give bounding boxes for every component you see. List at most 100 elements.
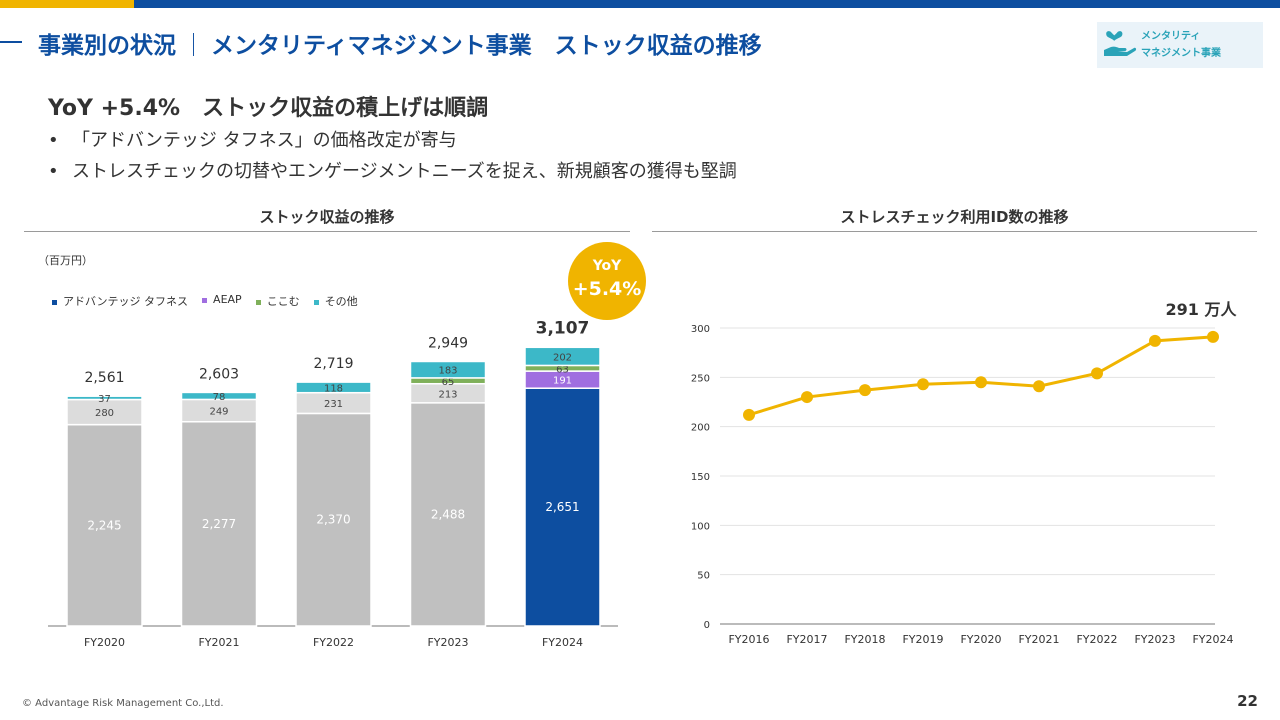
bar-value-label: 191: [553, 376, 572, 387]
line-point: [1149, 334, 1161, 347]
bar-value-label: 183: [438, 366, 457, 377]
headline: YoY +5.4% ストック収益の積上げは順調: [48, 96, 489, 121]
line-xtick-label: FY2024: [1192, 633, 1233, 646]
legend-label: その他: [324, 295, 358, 308]
bar-total-label: 2,949: [428, 335, 468, 351]
bullet-text: 「アドバンテッジ タフネス」の価格改定が寄与: [72, 130, 457, 151]
line-point: [801, 391, 813, 404]
line-point: [859, 384, 871, 397]
logo-text-line1: メンタリティ: [1141, 31, 1201, 42]
bar-value-label: 213: [438, 389, 457, 400]
bar-segment: [295, 381, 372, 394]
line-xtick-label: FY2017: [786, 633, 827, 646]
bar-value-label: 2,651: [545, 500, 579, 514]
line-end-label: 291 万人: [1166, 300, 1238, 319]
bar-value-label: 231: [324, 399, 343, 410]
line-xtick-label: FY2023: [1134, 633, 1175, 646]
bar-value-label: 2,488: [431, 507, 465, 521]
bar-value-label: 78: [213, 392, 226, 403]
heart-hand-icon: [1104, 31, 1137, 56]
page-title-left: 事業別の状況: [38, 33, 176, 59]
legend-swatch: [202, 297, 208, 303]
bar-value-label: 118: [324, 383, 343, 394]
bar-segment: [180, 391, 258, 401]
bar-segment: [66, 395, 143, 401]
bar-value-label: 2,245: [87, 518, 121, 532]
logo-text-line2: マネジメント事業: [1141, 48, 1221, 59]
bullet-mark: •: [48, 161, 59, 182]
legend-swatch: [313, 299, 319, 305]
page-title: 事業別の状況｜メンタリティマネジメント事業 ストック収益の推移: [38, 26, 762, 60]
bar-category-label: FY2022: [313, 636, 354, 649]
page-title-separator: ｜: [182, 33, 205, 59]
bar-segment: [409, 402, 487, 627]
line-xtick-label: FY2019: [902, 633, 943, 646]
bar-category-label: FY2020: [84, 636, 125, 649]
line-xtick-label: FY2020: [960, 633, 1001, 646]
bar-segment: [66, 423, 143, 627]
legend-label: アドバンテッジ タフネス: [63, 295, 189, 308]
line-ytick-label: 150: [691, 472, 710, 483]
bar-total-label: 3,107: [536, 318, 590, 338]
stress-check-id-line-chart: 0 50 100 150 200 250 300 FY2016 FY2017 FY2018 FY20…: [691, 300, 1238, 646]
line-point: [743, 408, 755, 421]
logo-text: メンタリティ マネジメント事業: [1141, 28, 1221, 62]
line-point: [917, 378, 929, 391]
bullet-item: • ストレスチェックの切替やエンゲージメントニーズを捉え、新規顧客の獲得も堅調: [48, 157, 737, 183]
yoy-badge-line1: YoY: [592, 258, 622, 274]
bar-total-label: 2,603: [199, 366, 239, 382]
legend-swatch: [52, 299, 57, 305]
bar-value-label: 202: [553, 352, 572, 363]
page-number: 22: [1237, 692, 1258, 710]
division-logo: メンタリティ マネジメント事業: [1097, 22, 1263, 68]
bar-value-label: 63: [556, 364, 569, 375]
line-ytick-label: 250: [691, 373, 710, 384]
line-ytick-label: 200: [691, 423, 710, 434]
line-ytick-label: 0: [704, 620, 710, 631]
bullet-text: ストレスチェックの切替やエンゲージメントニーズを捉え、新規顧客の獲得も堅調: [72, 161, 737, 182]
right-panel-rule: [652, 231, 1257, 232]
top-accent-bar-yellow: [0, 0, 134, 8]
line-ytick-label: 300: [691, 324, 710, 335]
line-point: [1033, 380, 1045, 393]
stock-revenue-bar-chart: 2,245 280 37 2,561 FY2020 2,277 249 78 2,603 FY20…: [48, 318, 618, 649]
top-accent-bar-blue: [134, 0, 1280, 8]
bar-segment: [524, 346, 601, 367]
title-dash: [0, 41, 22, 43]
bar-segment: [409, 360, 487, 379]
bar-category-label: FY2024: [542, 636, 583, 649]
bar-value-label: 280: [95, 408, 114, 419]
legend-swatch: [255, 299, 261, 305]
bar-total-label: 2,561: [84, 370, 124, 386]
left-chart-legend: アドバンテッジ タフネス AEAP ここむ その他: [52, 293, 358, 309]
left-panel-title: ストック収益の推移: [259, 208, 395, 226]
bar-segment: [295, 412, 372, 627]
page-title-right: メンタリティマネジメント事業 ストック収益の推移: [211, 33, 762, 59]
line-point: [975, 376, 987, 389]
bar-value-label: 2,277: [202, 517, 236, 531]
legend-item: アドバンテッジ タフネス: [52, 293, 188, 309]
bar-total-label: 2,719: [313, 356, 353, 372]
legend-item: ここむ: [255, 293, 300, 309]
line-xtick-label: FY2021: [1018, 633, 1059, 646]
bullet-mark: •: [48, 130, 59, 151]
line-ytick-label: 50: [697, 571, 710, 582]
line-xtick-label: FY2016: [728, 633, 769, 646]
left-chart-unit: （百万円）: [38, 254, 93, 267]
line-xtick-label: FY2018: [844, 633, 885, 646]
line-ytick-label: 100: [691, 521, 710, 532]
bar-segment: [524, 387, 601, 627]
yoy-badge-line2: +5.4%: [572, 278, 642, 300]
yoy-badge: YoY +5.4%: [568, 242, 646, 320]
bar-category-label: FY2021: [198, 636, 239, 649]
bar-category-label: FY2023: [427, 636, 468, 649]
bullet-item: • 「アドバンテッジ タフネス」の価格改定が寄与: [48, 126, 457, 152]
line-point: [1207, 330, 1219, 343]
legend-label: ここむ: [266, 295, 300, 308]
line-xtick-label: FY2022: [1076, 633, 1117, 646]
line-series: [748, 335, 1214, 417]
bar-value-label: 249: [209, 407, 228, 418]
right-panel-title: ストレスチェック利用ID数の推移: [840, 208, 1069, 226]
left-panel-rule: [24, 231, 630, 232]
line-point: [1091, 367, 1103, 380]
